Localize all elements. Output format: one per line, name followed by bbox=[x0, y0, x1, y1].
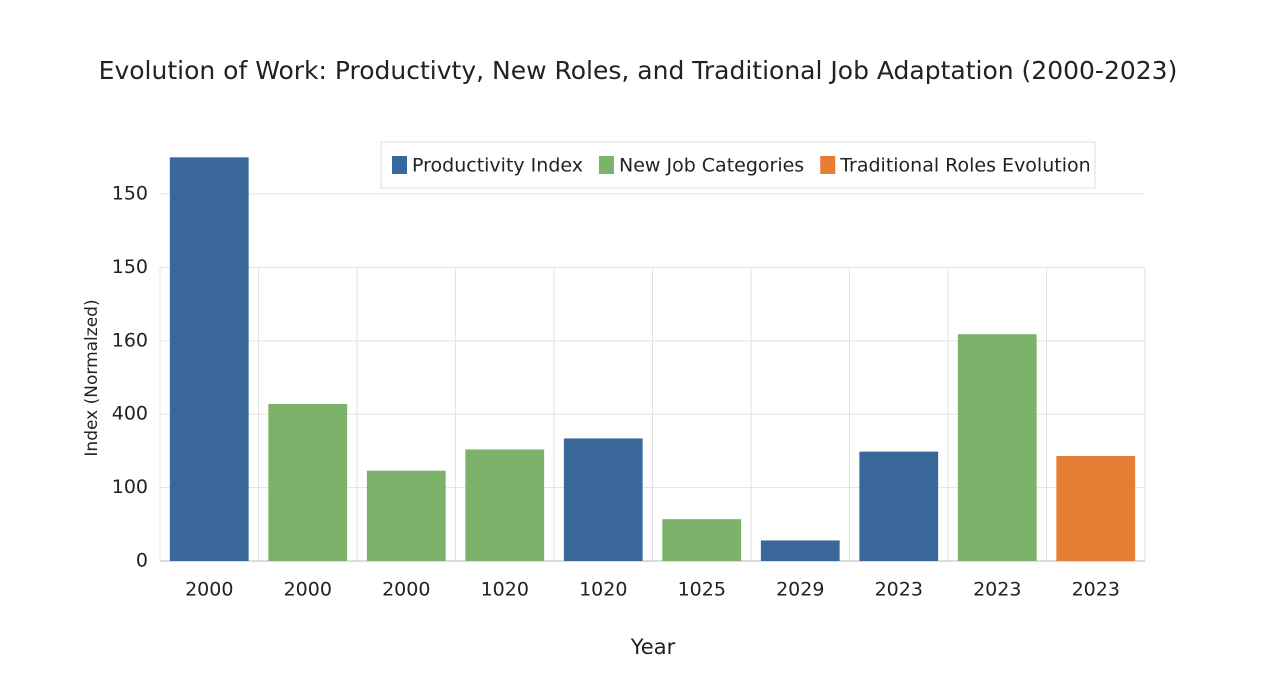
bar bbox=[268, 403, 348, 561]
y-axis-label: Index (Normalzed) bbox=[82, 299, 102, 456]
bar bbox=[662, 519, 742, 561]
chart-title: Evolution of Work: Productivty, New Role… bbox=[99, 56, 1178, 85]
x-tick-label: 1020 bbox=[579, 579, 627, 601]
legend-label: Traditional Roles Evolution bbox=[839, 155, 1090, 177]
x-tick-label: 2000 bbox=[284, 579, 332, 601]
x-tick-label: 2029 bbox=[776, 579, 824, 601]
legend-swatch bbox=[820, 156, 836, 174]
x-tick-label: 2023 bbox=[875, 579, 923, 601]
x-tick-label: 2023 bbox=[973, 579, 1021, 601]
bar bbox=[1056, 456, 1136, 561]
y-tick-label: 0 bbox=[136, 550, 148, 572]
legend-label: Productivity Index bbox=[412, 155, 583, 177]
x-tick-label: 2000 bbox=[185, 579, 233, 601]
bar bbox=[859, 451, 939, 561]
x-tick-label: 2000 bbox=[382, 579, 430, 601]
x-tick-label: 1020 bbox=[481, 579, 529, 601]
legend-label: New Job Categories bbox=[619, 155, 804, 177]
legend-swatch bbox=[598, 156, 614, 174]
legend-box bbox=[380, 141, 1096, 189]
bar bbox=[563, 438, 643, 561]
y-tick-label: 160 bbox=[112, 329, 148, 351]
legend-swatch bbox=[392, 156, 407, 174]
bar bbox=[169, 157, 249, 561]
bar bbox=[366, 470, 446, 561]
y-tick-label: 400 bbox=[112, 403, 148, 425]
x-axis-label: Year bbox=[630, 635, 676, 659]
y-tick-label: 100 bbox=[112, 476, 148, 498]
x-tick-label: 1025 bbox=[678, 579, 726, 601]
x-tick-label: 2023 bbox=[1072, 579, 1120, 601]
bar bbox=[957, 334, 1037, 561]
bar bbox=[465, 449, 545, 561]
y-tick-label: 150 bbox=[112, 183, 148, 205]
y-tick-label: 150 bbox=[112, 256, 148, 278]
bar bbox=[760, 540, 840, 561]
